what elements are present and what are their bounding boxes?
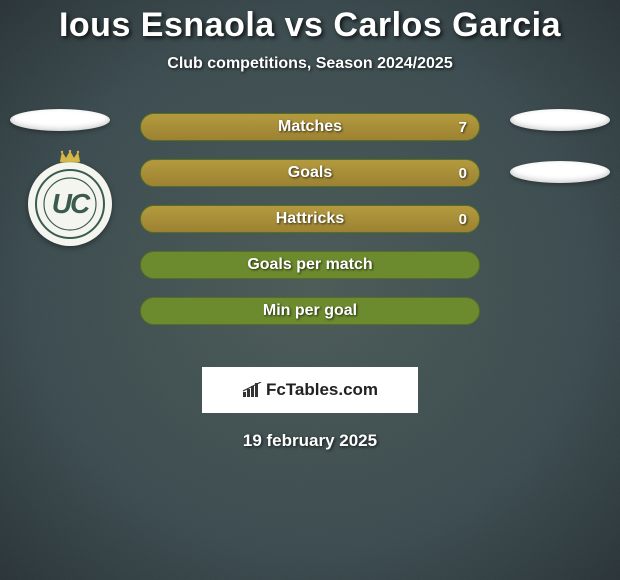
stat-bar: Min per goal <box>140 297 480 325</box>
crown-icon <box>58 150 82 164</box>
stats-area: UC Matches 7 Goals 0 Hattricks 0 Goals per mat… <box>0 113 620 353</box>
stat-bar: Hattricks 0 <box>140 205 480 233</box>
stat-bar-value-right: 7 <box>459 119 467 136</box>
stat-bar-label: Hattricks <box>276 210 344 228</box>
stat-bars: Matches 7 Goals 0 Hattricks 0 Goals per match M… <box>140 113 480 325</box>
watermark-text: FcTables.com <box>266 380 378 400</box>
club-crest: UC <box>20 159 120 249</box>
subtitle: Club competitions, Season 2024/2025 <box>0 55 620 73</box>
stat-bar-label: Min per goal <box>263 302 357 320</box>
stat-bar-value-right: 0 <box>459 165 467 182</box>
stat-bar: Matches 7 <box>140 113 480 141</box>
page-title: Ious Esnaola vs Carlos Garcia <box>0 0 620 45</box>
stat-bar-label: Goals <box>288 164 332 182</box>
stat-bar: Goals 0 <box>140 159 480 187</box>
stat-bar-value-right: 0 <box>459 211 467 228</box>
watermark: FcTables.com <box>202 367 418 413</box>
stat-bar-label: Goals per match <box>247 256 372 274</box>
stat-bar: Goals per match <box>140 251 480 279</box>
date-text: 19 february 2025 <box>0 431 620 451</box>
player-right-oval-top <box>510 109 610 131</box>
stat-bar-label: Matches <box>278 118 342 136</box>
player-right-oval-bottom <box>510 161 610 183</box>
crest-ring-icon <box>34 168 106 240</box>
player-left-oval <box>10 109 110 131</box>
bar-chart-icon <box>242 382 262 398</box>
